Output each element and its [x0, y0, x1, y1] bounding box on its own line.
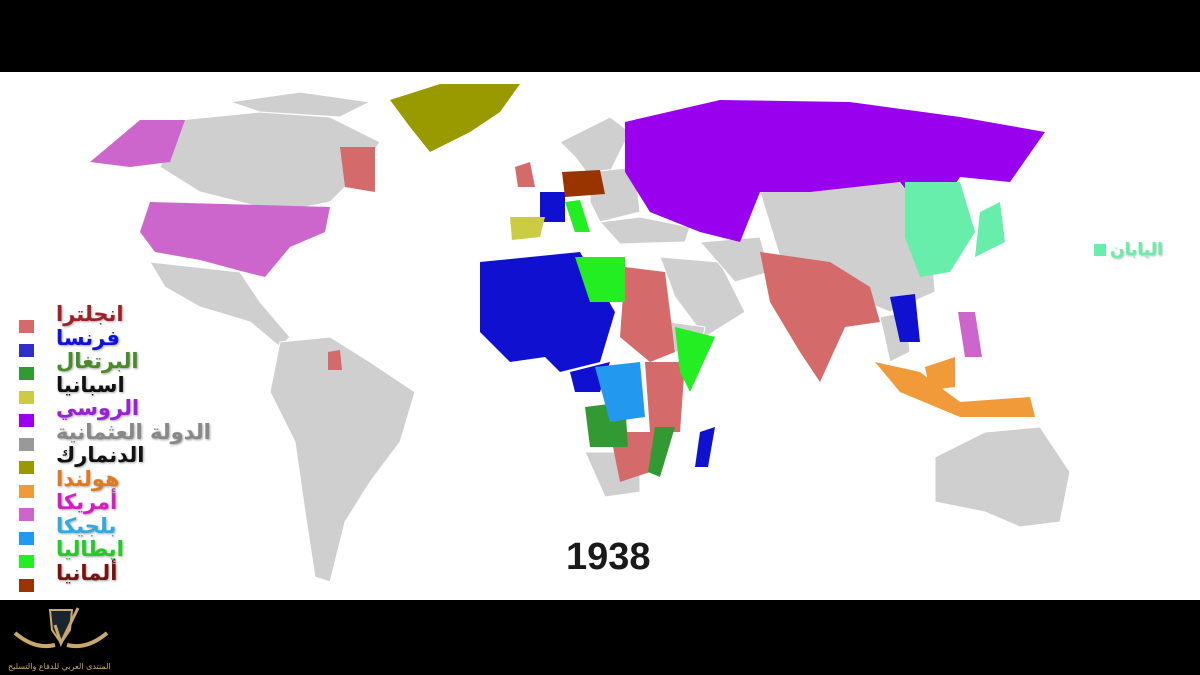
legend-swatch — [19, 320, 34, 333]
region-usa — [140, 202, 330, 277]
region-alaska — [90, 120, 185, 167]
legend-item: ايطاليا — [16, 537, 166, 568]
map-frame: انجلترا فرنسا البرتغال اسبانيا الروسي الدولة … — [0, 72, 1200, 600]
legend-swatch — [19, 343, 34, 357]
legend-label: انجلترا — [56, 302, 124, 326]
region-newfoundland — [340, 147, 375, 192]
legend: انجلترا فرنسا البرتغال اسبانيا الروسي الدولة … — [16, 302, 211, 592]
legend-label: الروسي — [56, 396, 140, 420]
region-philippines — [958, 312, 982, 357]
region-dutch-east-indies — [875, 362, 1035, 417]
legend-label: الدولة العثمانية — [56, 419, 211, 444]
year-label: 1938 — [566, 536, 651, 578]
arab-defense-forum-logo — [13, 607, 109, 649]
region-canada-arctic — [229, 91, 372, 118]
region-egypt-sudan — [620, 267, 675, 362]
region-japan-manchuria — [905, 182, 975, 277]
region-india — [760, 252, 880, 382]
legend-swatch — [19, 367, 34, 380]
region-australia — [934, 426, 1071, 528]
legend-label: أمريكا — [56, 490, 118, 514]
legend-item: الدنمارك — [16, 443, 166, 474]
region-italy — [565, 200, 590, 232]
legend-label: هولندا — [56, 466, 120, 491]
legend-label: اسبانيا — [56, 372, 125, 397]
region-libya — [575, 257, 625, 302]
region-indochina — [890, 294, 920, 342]
legend-swatch-japan — [1094, 244, 1106, 256]
legend-swatch — [19, 437, 34, 451]
region-borneo — [925, 357, 955, 390]
legend-swatch — [19, 578, 34, 592]
legend-swatch — [19, 555, 34, 568]
region-east-africa — [645, 362, 685, 432]
region-mozambique — [648, 427, 675, 477]
legend-swatch — [19, 484, 34, 498]
legend-label: ايطاليا — [56, 537, 124, 561]
logo-arabic-text: المنتدى العربي للدفاع والتسليح — [8, 662, 111, 671]
region-french-west-africa — [480, 252, 615, 372]
legend-item: بلجيكا — [16, 513, 166, 545]
region-british-isles — [515, 162, 535, 187]
legend-label: ألمانيا — [56, 560, 118, 585]
region-belgian-congo — [595, 362, 645, 422]
legend-label: الدنمارك — [56, 443, 145, 467]
legend-item: الروسي — [16, 396, 166, 427]
region-madagascar — [695, 427, 715, 467]
legend-item: البرتغال — [16, 349, 166, 380]
legend-item: أمريكا — [16, 490, 166, 521]
legend-swatch — [19, 414, 34, 427]
world-map — [90, 84, 1071, 583]
legend-item: ألمانيا — [16, 560, 166, 592]
legend-swatch — [19, 508, 34, 521]
legend-swatch — [19, 390, 34, 404]
legend-item: فرنسا — [16, 325, 166, 357]
region-mexico-central-america — [149, 261, 291, 348]
legend-label: البرتغال — [56, 349, 139, 373]
region-arabia — [659, 256, 746, 338]
region-scandinavia — [559, 116, 631, 178]
legend-item: الدولة العثمانية — [16, 420, 211, 451]
region-france — [540, 192, 565, 222]
legend-swatch — [19, 531, 34, 545]
legend-item-japan: اليابان — [1094, 240, 1163, 260]
region-turkey-balkans — [598, 216, 691, 245]
region-south-america — [269, 336, 416, 583]
region-japan-islands — [975, 202, 1005, 257]
region-spain — [510, 217, 545, 240]
legend-swatch — [19, 461, 34, 474]
region-germany — [562, 170, 605, 197]
legend-label: بلجيكا — [56, 513, 117, 538]
region-greenland — [390, 84, 520, 152]
legend-label: فرنسا — [56, 325, 120, 350]
legend-label-japan: اليابان — [1110, 240, 1163, 260]
legend-item: اسبانيا — [16, 372, 166, 404]
legend-item: هولندا — [16, 466, 166, 498]
region-italian-east-africa — [675, 327, 715, 392]
legend-item: انجلترا — [16, 302, 166, 333]
region-guiana — [328, 350, 342, 370]
